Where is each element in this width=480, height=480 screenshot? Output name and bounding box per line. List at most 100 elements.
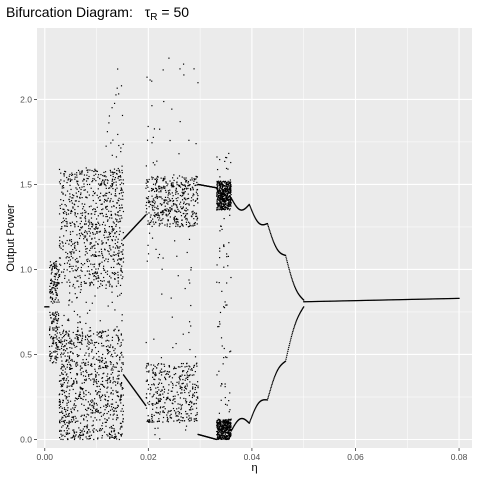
data-point [109, 409, 112, 411]
data-point [81, 333, 84, 335]
data-point [437, 298, 439, 300]
data-point [98, 238, 100, 241]
data-point [87, 414, 90, 416]
data-point [269, 230, 271, 232]
data-point [69, 259, 71, 261]
data-point [104, 171, 107, 173]
data-point [155, 190, 158, 192]
data-point [226, 428, 229, 430]
data-point [229, 435, 232, 437]
data-point [110, 393, 112, 395]
data-point [166, 397, 168, 399]
data-point [101, 223, 104, 226]
data-point [267, 397, 269, 399]
data-point [118, 233, 120, 236]
data-point [106, 208, 108, 210]
data-point [58, 314, 60, 317]
data-point [119, 345, 121, 347]
data-point [95, 380, 97, 382]
data-point [119, 258, 121, 260]
data-point [118, 204, 121, 206]
data-point [188, 238, 191, 240]
data-point [234, 423, 236, 425]
data-point [110, 142, 112, 144]
data-point [53, 300, 55, 302]
data-point [66, 181, 68, 184]
data-point [216, 423, 219, 425]
data-point [108, 340, 110, 342]
data-point [251, 211, 254, 213]
data-point [80, 192, 82, 194]
data-point [221, 437, 224, 439]
data-point [146, 365, 148, 367]
data-point [104, 236, 106, 239]
data-point [155, 214, 157, 216]
data-point [155, 221, 157, 223]
data-point [78, 190, 80, 193]
data-point [163, 100, 165, 103]
data-point [113, 429, 116, 431]
data-point [74, 241, 76, 244]
data-point [442, 298, 444, 300]
data-point [81, 434, 83, 436]
data-point [181, 191, 183, 193]
data-point [232, 201, 235, 203]
data-point [230, 199, 232, 201]
data-point [77, 337, 79, 339]
data-point [90, 242, 92, 244]
data-point [101, 377, 104, 379]
data-point [81, 382, 83, 384]
data-point [194, 200, 196, 202]
data-point [218, 436, 220, 438]
data-point [229, 204, 231, 206]
data-point [77, 410, 79, 412]
data-point [255, 406, 257, 408]
data-point [162, 410, 164, 412]
data-point [225, 425, 227, 427]
data-point [285, 258, 288, 260]
data-point [95, 254, 97, 257]
data-point [69, 368, 71, 370]
data-point [67, 335, 69, 337]
data-point [109, 169, 111, 171]
data-point [101, 361, 103, 363]
data-point [68, 432, 71, 434]
data-point [115, 236, 117, 238]
data-point [86, 424, 89, 426]
data-point [116, 263, 118, 265]
data-point [54, 317, 56, 319]
data-point [186, 372, 188, 374]
data-point [56, 293, 58, 295]
data-point [171, 182, 173, 184]
data-point [113, 258, 115, 260]
data-point [227, 168, 229, 170]
data-point [217, 192, 220, 194]
data-point [106, 382, 109, 384]
data-point [158, 196, 161, 198]
data-point [88, 277, 90, 280]
data-point [231, 429, 233, 431]
data-point [149, 203, 152, 206]
data-point [154, 434, 156, 436]
data-point [56, 346, 59, 348]
data-point [218, 428, 220, 430]
data-point [166, 185, 168, 187]
data-point [227, 202, 229, 204]
data-point [54, 350, 56, 352]
data-point [181, 365, 183, 368]
data-point [152, 177, 154, 179]
data-point [181, 404, 183, 406]
data-point [74, 178, 76, 180]
data-point [177, 410, 179, 413]
data-point [86, 431, 89, 433]
data-point [197, 202, 199, 204]
data-point [81, 343, 83, 345]
data-point [72, 436, 74, 438]
data-point [92, 429, 94, 431]
data-point [55, 319, 58, 322]
data-point [70, 437, 72, 439]
data-point [224, 397, 226, 399]
data-point [194, 370, 196, 373]
data-point [180, 375, 182, 377]
data-point [64, 345, 66, 347]
